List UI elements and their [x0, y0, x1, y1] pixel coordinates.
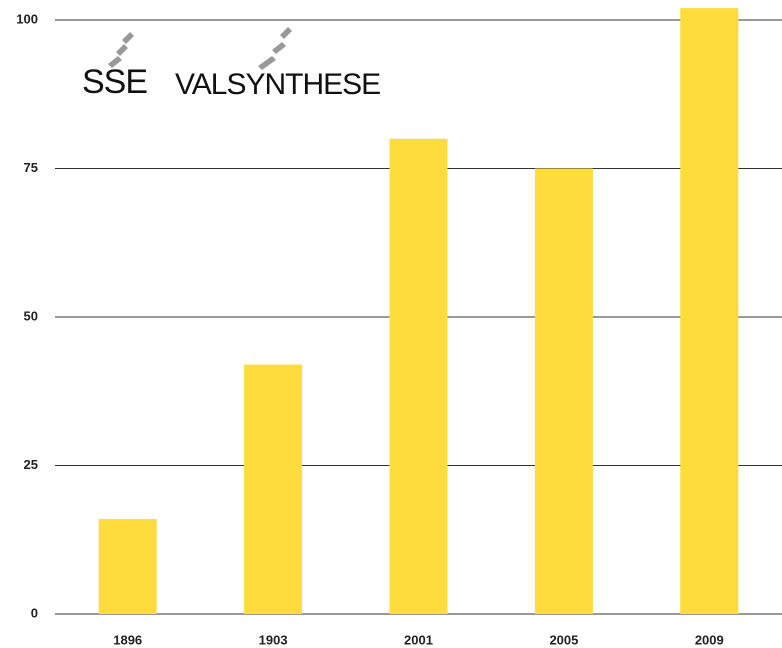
bar	[534, 168, 593, 614]
y-tick-label: 25	[24, 457, 38, 472]
logo-decoration	[108, 27, 292, 70]
y-tick-label: 50	[24, 308, 38, 323]
y-tick-label: 100	[16, 11, 38, 26]
y-tick-label: 75	[24, 160, 38, 175]
logo-valsynthese: VALSYNTHESE	[175, 68, 380, 101]
bar	[244, 364, 303, 614]
x-tick-label: 2005	[549, 632, 578, 647]
bar	[389, 138, 448, 615]
y-tick-label: 0	[31, 605, 38, 620]
x-tick-label: 2001	[404, 632, 433, 647]
bar	[680, 8, 739, 615]
bar	[98, 518, 157, 614]
logo-sse: SSE	[82, 63, 147, 101]
x-tick-label: 2009	[695, 632, 724, 647]
x-tick-label: 1896	[113, 632, 142, 647]
x-tick-label: 1903	[259, 632, 288, 647]
